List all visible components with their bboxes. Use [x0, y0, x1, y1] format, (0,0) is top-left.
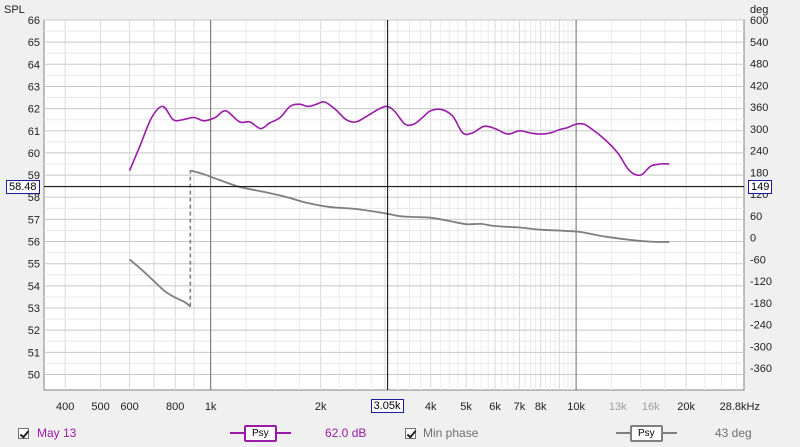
frequency-tick-label: 7k: [514, 401, 526, 413]
spl-tick-label: 52: [28, 325, 40, 337]
spl-tick-label: 60: [28, 148, 40, 160]
phase-tick-label: -360: [750, 363, 772, 375]
phase-tick-label: 240: [750, 146, 768, 158]
frequency-tick-label: 500: [91, 401, 109, 413]
spl-tick-label: 64: [28, 59, 40, 71]
spl-tick-label: 65: [28, 37, 40, 49]
series2-psy-label: Psy: [630, 424, 663, 442]
phase-tick-label: -240: [750, 320, 772, 332]
spl-tick-label: 62: [28, 104, 40, 116]
phase-tick-label: -60: [750, 254, 766, 266]
series1-psy-button[interactable]: Psy: [230, 424, 291, 442]
spl-tick-label: 54: [28, 281, 40, 293]
phase-tick-label: 480: [750, 59, 768, 71]
frequency-tick-label: 4k: [425, 401, 437, 413]
series1-checkbox[interactable]: [18, 427, 29, 439]
frequency-tick-label: 400: [56, 401, 74, 413]
spl-tick-label: 63: [28, 81, 40, 93]
series1-value: 62.0 dB: [325, 426, 367, 440]
series1-psy-label: Psy: [244, 424, 277, 442]
series2-name: Min phase: [423, 426, 479, 440]
legend-series2-toggle[interactable]: Min phase: [405, 424, 478, 442]
spl-tick-label: 59: [28, 170, 40, 182]
frequency-tick-label: 28.8kHz: [720, 401, 760, 413]
phase-tick-label: 540: [750, 37, 768, 49]
spl-tick-label: 56: [28, 237, 40, 249]
frequency-tick-label: 5k: [460, 401, 472, 413]
frequency-tick-label: 800: [166, 401, 184, 413]
cursor-phase-readout: 149: [748, 179, 773, 194]
plot-area[interactable]: [43, 19, 745, 391]
phase-tick-label: 180: [750, 167, 768, 179]
spl-tick-label: 66: [28, 15, 40, 27]
phase-tick-label: -120: [750, 276, 772, 288]
series2-line-swatch: [616, 432, 630, 434]
spl-tick-label: 58: [28, 192, 40, 204]
frequency-tick-label: 13k: [609, 401, 627, 413]
frequency-tick-label: 600: [120, 401, 138, 413]
frequency-tick-label: 1k: [205, 401, 217, 413]
right-axis-title: deg: [750, 4, 768, 16]
spl-tick-label: 53: [28, 303, 40, 315]
phase-trace: [129, 258, 191, 308]
frequency-tick-label: 10k: [567, 401, 585, 413]
phase-tick-label: 60: [750, 211, 762, 223]
series2-line-swatch-right: [662, 432, 677, 434]
spl-tick-label: 51: [28, 347, 40, 359]
phase-trace: [190, 169, 670, 243]
phase-tick-label: 420: [750, 80, 768, 92]
cursor-frequency-readout: 3.05k: [370, 399, 404, 413]
spl-tick-label: 57: [28, 214, 40, 226]
frequency-tick-label: 16k: [642, 401, 660, 413]
spl-trace: [128, 101, 670, 177]
legend-series1-toggle[interactable]: May 13: [18, 424, 76, 442]
phase-tick-label: 300: [750, 124, 768, 136]
spl-tick-label: 61: [28, 126, 40, 138]
frequency-tick-label: 20k: [677, 401, 695, 413]
phase-tick-label: 360: [750, 102, 768, 114]
cursor-spl-readout: 58.48: [6, 179, 40, 194]
phase-tick-label: 0: [750, 233, 756, 245]
spl-tick-label: 50: [28, 369, 40, 381]
frequency-tick-label: 6k: [489, 401, 501, 413]
spl-tick-label: 55: [28, 259, 40, 271]
phase-tick-label: -180: [750, 298, 772, 310]
phase-tick-label: 600: [750, 15, 768, 27]
frequency-tick-label: 2k: [315, 401, 327, 413]
series2-value: 43 deg: [715, 426, 752, 440]
series1-line-swatch: [230, 432, 244, 434]
series2-psy-button[interactable]: Psy: [616, 424, 677, 442]
left-axis-title: SPL: [4, 4, 25, 16]
series2-checkbox[interactable]: [405, 427, 416, 439]
series1-line-swatch-right: [276, 432, 291, 434]
series1-name: May 13: [37, 426, 77, 440]
frequency-tick-label: 8k: [535, 401, 547, 413]
phase-tick-label: -300: [750, 341, 772, 353]
